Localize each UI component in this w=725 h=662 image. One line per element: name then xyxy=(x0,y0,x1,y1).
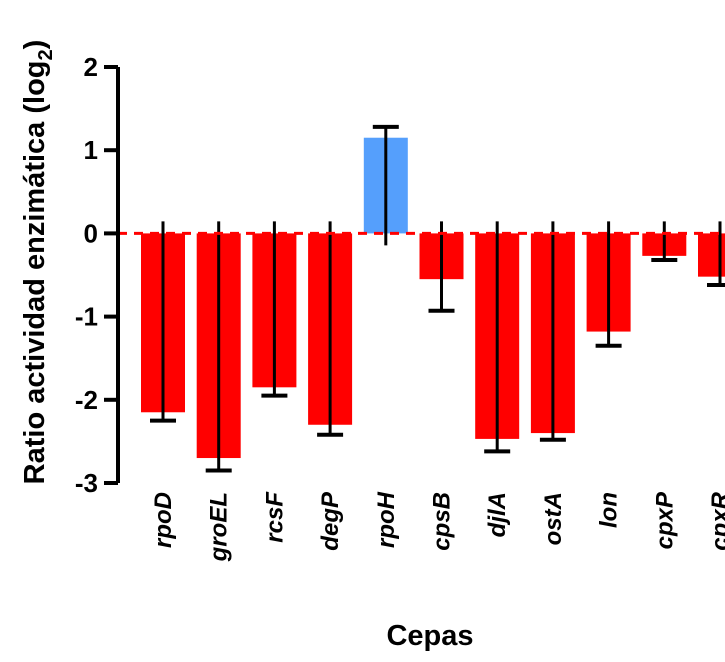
x-tick-label-cpxR: cpxR xyxy=(707,491,725,550)
y-axis-title-close: ) xyxy=(19,40,51,50)
y-axis-title: Ratio actividad enzimática (log2) xyxy=(19,40,57,485)
x-tick-label-groEL: groEL xyxy=(206,492,233,562)
x-tick-label-ostA: ostA xyxy=(540,492,567,545)
x-axis-tick-labels: rpoD groEL rcsF degP rpoH cpsB djlA ostA lon cpxP… xyxy=(150,491,725,563)
y-axis-title-main: Ratio actividad enzimática (log xyxy=(19,60,51,484)
y-axis-title-subscript: 2 xyxy=(35,49,57,60)
y-tick-label--2: -2 xyxy=(75,385,98,415)
y-tick-label-1: 1 xyxy=(84,135,98,165)
y-axis: -3 -2 -1 0 1 2 xyxy=(75,52,120,498)
x-tick-label-degP: degP xyxy=(317,491,344,551)
y-tick-label-0: 0 xyxy=(84,218,98,248)
x-tick-label-rpoD: rpoD xyxy=(150,492,177,548)
y-tick-label--1: -1 xyxy=(75,302,98,332)
x-tick-label-djlA: djlA xyxy=(484,492,511,537)
y-tick-label--3: -3 xyxy=(75,468,98,498)
x-tick-label-rcsF: rcsF xyxy=(261,491,288,543)
x-axis-title: Cepas xyxy=(386,620,473,652)
x-tick-label-rpoH: rpoH xyxy=(373,491,400,548)
y-tick-label-2: 2 xyxy=(84,52,98,82)
bars-group xyxy=(141,137,725,459)
error-bars-group xyxy=(150,124,725,473)
x-tick-label-cpsB: cpsB xyxy=(429,492,456,551)
x-tick-label-cpxP: cpxP xyxy=(651,491,678,549)
x-tick-label-lon: lon xyxy=(596,492,623,528)
